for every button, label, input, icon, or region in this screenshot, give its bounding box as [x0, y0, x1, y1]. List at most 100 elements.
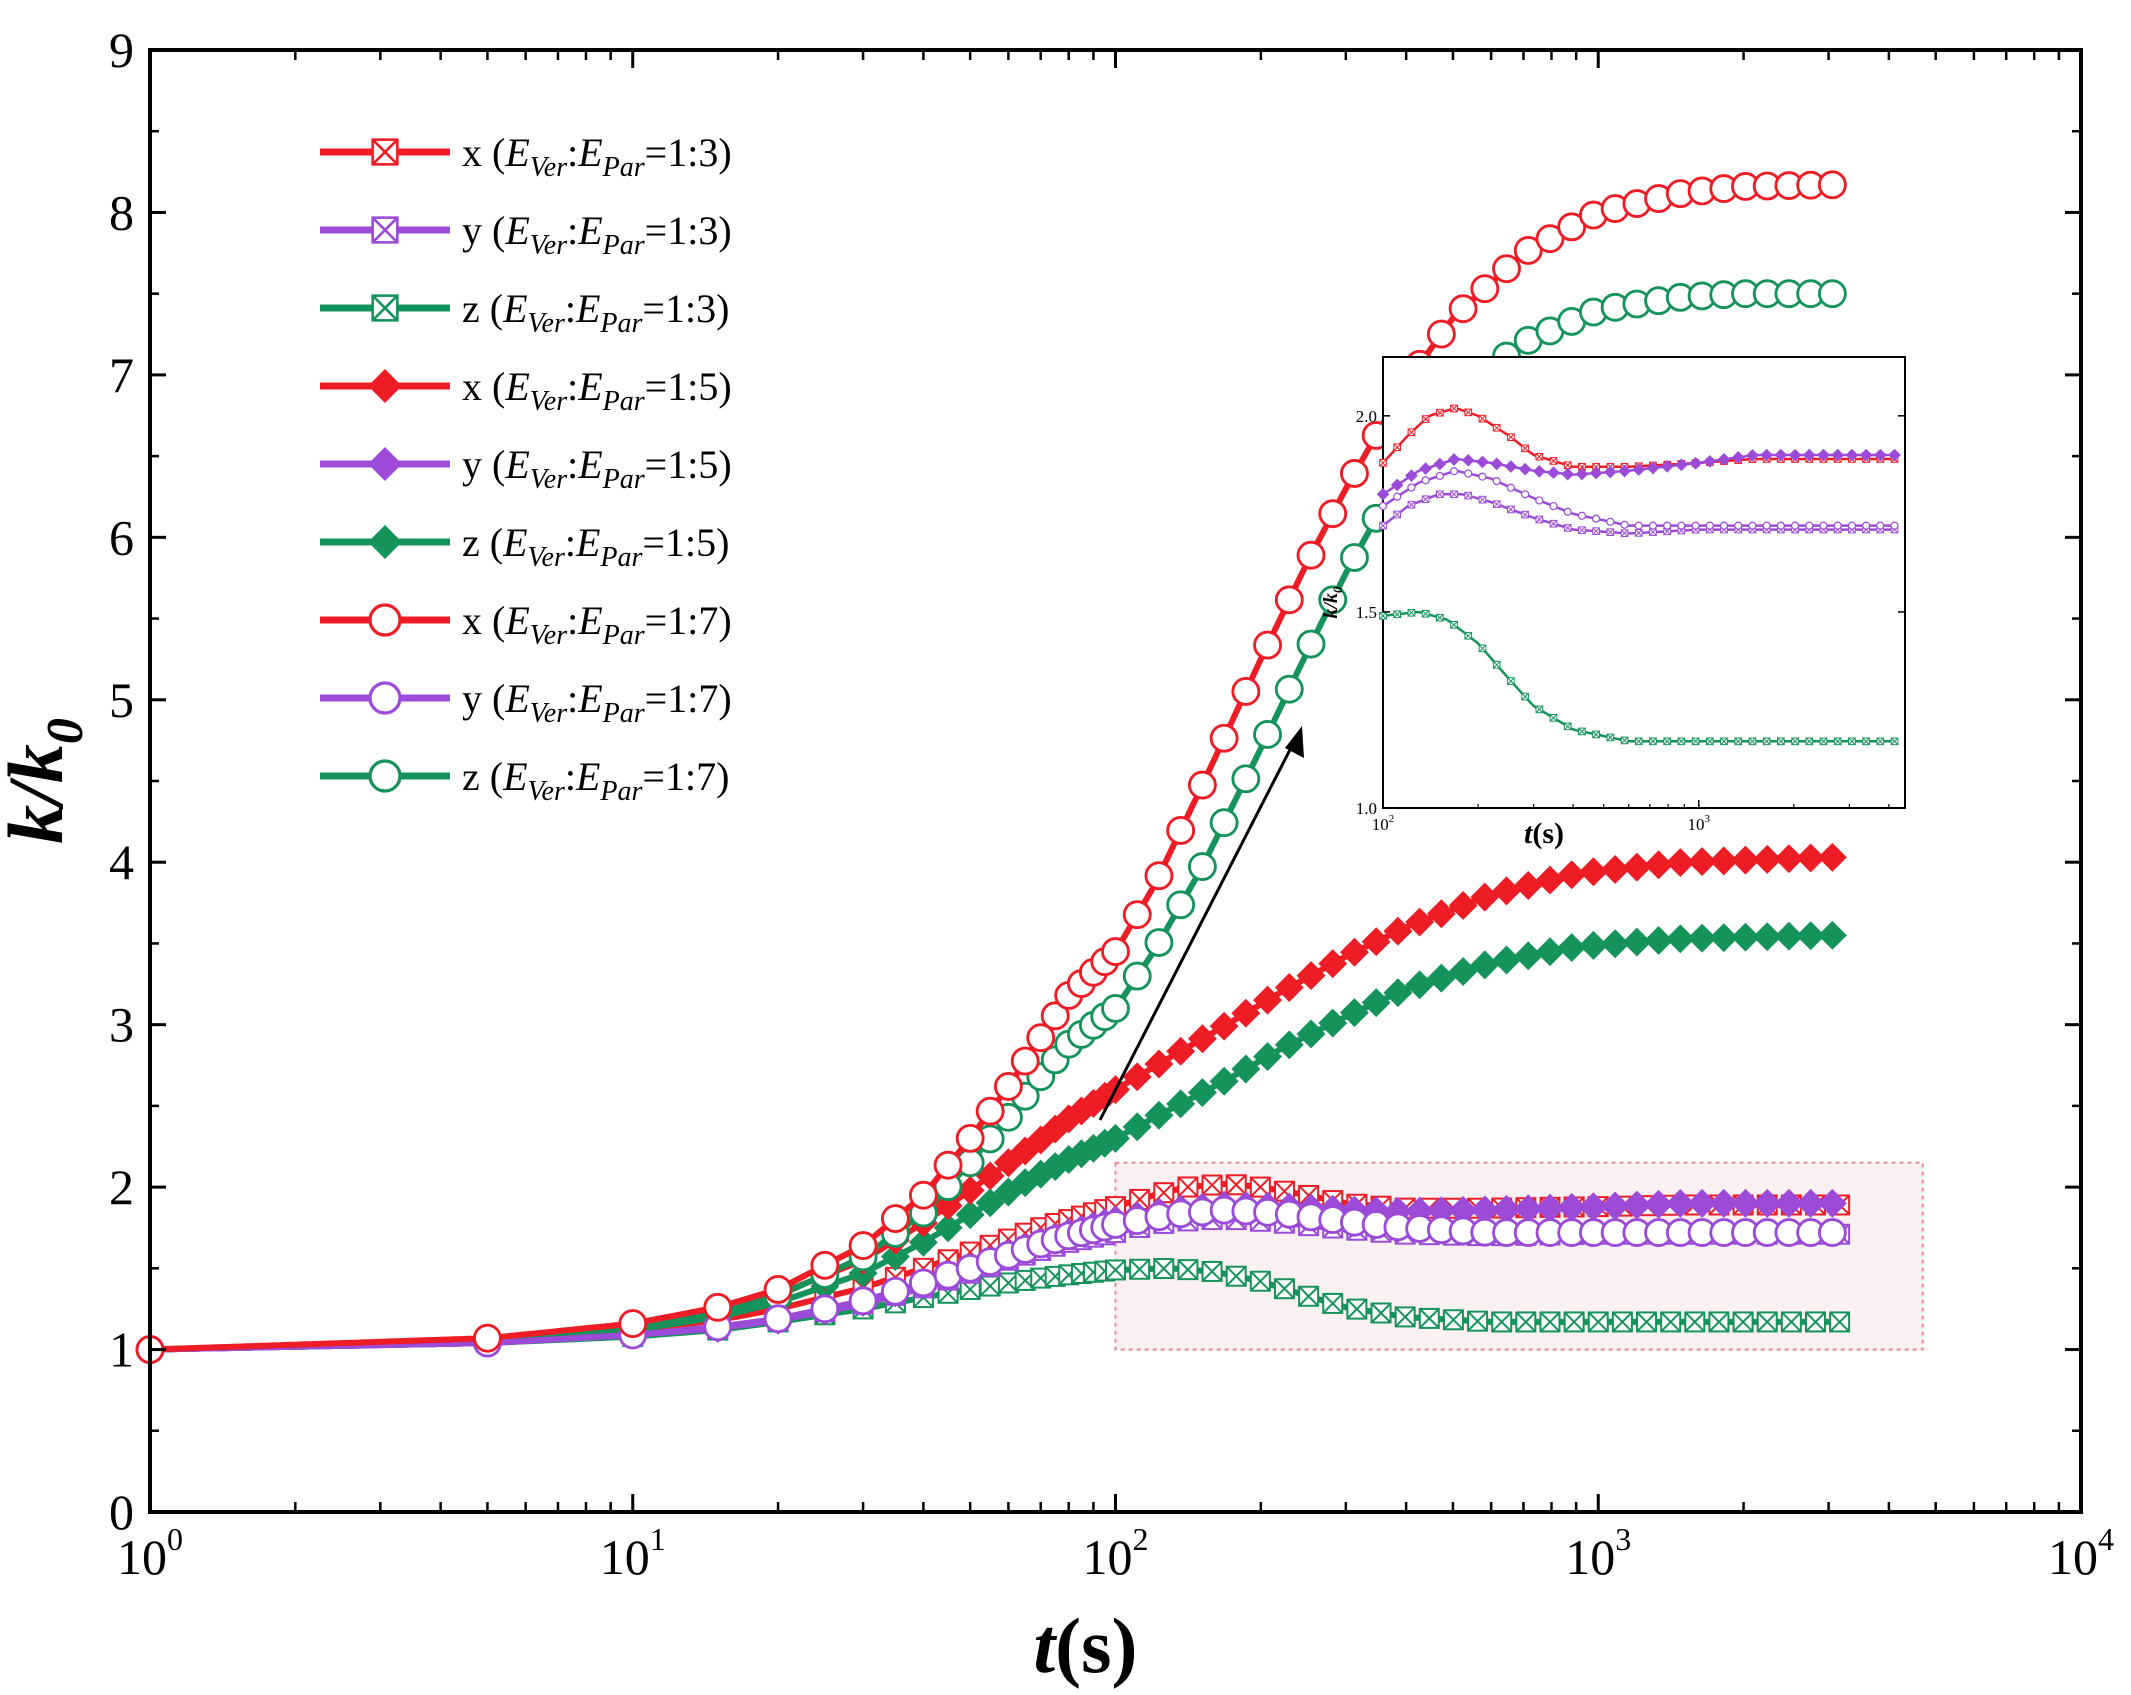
- series-point: [1665, 848, 1695, 877]
- legend-e1: E: [504, 208, 529, 253]
- series-point-cross-b: [1346, 1298, 1368, 1320]
- series-point: [1370, 1302, 1392, 1324]
- inset-series-point: [1421, 495, 1430, 504]
- inset-series-point: [1663, 527, 1671, 536]
- series-point: [1298, 1285, 1320, 1307]
- legend-sub-par: Par: [602, 230, 645, 261]
- series-point: [1644, 850, 1674, 880]
- series-point: [1346, 1298, 1368, 1320]
- series-point: [1274, 973, 1304, 1002]
- inset-series-point: [1734, 737, 1743, 746]
- inset-series-point: [1719, 521, 1729, 530]
- y-tick-label: 8: [109, 184, 134, 240]
- series-point: [1122, 1062, 1152, 1092]
- series-point: [908, 1227, 938, 1257]
- legend-colon: :: [565, 754, 576, 799]
- series-point: [1122, 1112, 1152, 1142]
- series-point: [848, 1231, 878, 1261]
- series-point: [618, 1309, 648, 1338]
- series-point-cross-b: [1274, 1278, 1295, 1299]
- legend-colon: :: [567, 364, 578, 409]
- inset-series-point-cross-b: [1620, 736, 1629, 745]
- legend-sub-ver: Ver: [530, 464, 567, 495]
- series-y-circle: [135, 1195, 1847, 1364]
- inset-series-point: [1634, 737, 1643, 746]
- legend-e2: E: [575, 520, 600, 565]
- inset-series-point: [1731, 450, 1745, 464]
- series-point-cross-b: [1201, 1174, 1223, 1196]
- inset-series-point: [1691, 737, 1700, 746]
- series-point: [810, 1250, 840, 1280]
- legend-entry: x (EVer:EPar=1:3): [320, 130, 732, 183]
- inset-series-point: [1620, 520, 1629, 529]
- inset-series-point: [1549, 519, 1558, 528]
- inset-series-point: [1393, 492, 1402, 501]
- inset-series-point-cross-b: [1450, 490, 1458, 498]
- series-point: [1660, 1311, 1682, 1333]
- legend-e1: E: [502, 286, 527, 331]
- series-point: [1774, 844, 1804, 874]
- series-point: [880, 1242, 910, 1272]
- legend-label: z (EVer:EPar=1:5): [462, 520, 729, 573]
- series-point-cross-b: [1467, 1310, 1488, 1332]
- inset-series-point: [1831, 448, 1845, 462]
- inset-series-point-cross-b: [1848, 737, 1856, 746]
- series-point: [1796, 921, 1826, 951]
- inset-series-point-cross-b: [1663, 737, 1671, 746]
- inset-series-point: [1578, 526, 1586, 535]
- inset-series-point: [1592, 514, 1601, 523]
- series-point: [1253, 985, 1283, 1015]
- inset-series-z-square-x: [1379, 608, 1899, 746]
- inset-series-point-cross-b: [1521, 510, 1529, 519]
- legend-colon: :: [567, 442, 578, 487]
- inset-series-point-cross-b: [1507, 433, 1515, 441]
- series-point: [1687, 923, 1717, 953]
- y-tick-label: 5: [109, 672, 134, 728]
- legend-ratio: =1:3): [645, 130, 732, 175]
- legend-sub-par: Par: [602, 620, 645, 651]
- legend-colon: :: [565, 520, 576, 565]
- series-point: [1611, 1311, 1633, 1333]
- series-point: [1644, 925, 1674, 955]
- legend-sub-par: Par: [602, 386, 645, 417]
- legend: x (EVer:EPar=1:3)y (EVer:EPar=1:3)z (EVe…: [320, 130, 732, 807]
- legend-sub-ver: Ver: [530, 230, 567, 261]
- inset-series-point-cross-b: [1393, 443, 1401, 451]
- x-tick-exp: 3: [1615, 1521, 1631, 1557]
- series-point: [1340, 937, 1369, 967]
- y-tick-label: 9: [109, 22, 134, 78]
- legend-label: x (EVer:EPar=1:3): [462, 130, 732, 183]
- inset-series-point: [1720, 737, 1728, 746]
- series-point: [1796, 843, 1826, 873]
- series-point: [1448, 957, 1478, 986]
- legend-colon: :: [567, 598, 578, 643]
- series-layer: [135, 170, 1851, 1365]
- series-point: [1470, 274, 1500, 304]
- inset-series-point: [1646, 461, 1660, 475]
- series-point: [1225, 1174, 1247, 1196]
- inset-series-point: [1677, 521, 1686, 530]
- legend-entry: y (EVer:EPar=1:3): [320, 208, 732, 261]
- legend-dir: z (: [462, 286, 503, 331]
- inset-series-point: [1705, 521, 1714, 530]
- series-point: [1731, 922, 1760, 952]
- inset-series-point-cross-b: [1635, 737, 1643, 746]
- inset-series-point: [1407, 500, 1416, 509]
- legend-ratio: =1:7): [642, 754, 729, 799]
- series-point: [1231, 764, 1261, 794]
- inset-series-point: [1450, 404, 1458, 413]
- inset-series-point: [1762, 737, 1771, 746]
- series-point: [1539, 1311, 1561, 1333]
- series-point: [1731, 1188, 1760, 1218]
- x-tick-exp: 0: [167, 1521, 183, 1557]
- inset-series-point-cross-b: [1492, 661, 1501, 669]
- inset-series-point: [1890, 737, 1899, 746]
- inset-series-point-cross-b: [1478, 414, 1487, 423]
- inset-series-point: [1817, 448, 1830, 462]
- inset-series-point-cross-b: [1407, 501, 1416, 509]
- legend-e2: E: [577, 208, 602, 253]
- inset-series-point-cross-b: [1890, 737, 1899, 746]
- inset-series-point: [1376, 487, 1390, 501]
- inset-series-point: [1663, 521, 1672, 530]
- legend-marker: [371, 294, 399, 322]
